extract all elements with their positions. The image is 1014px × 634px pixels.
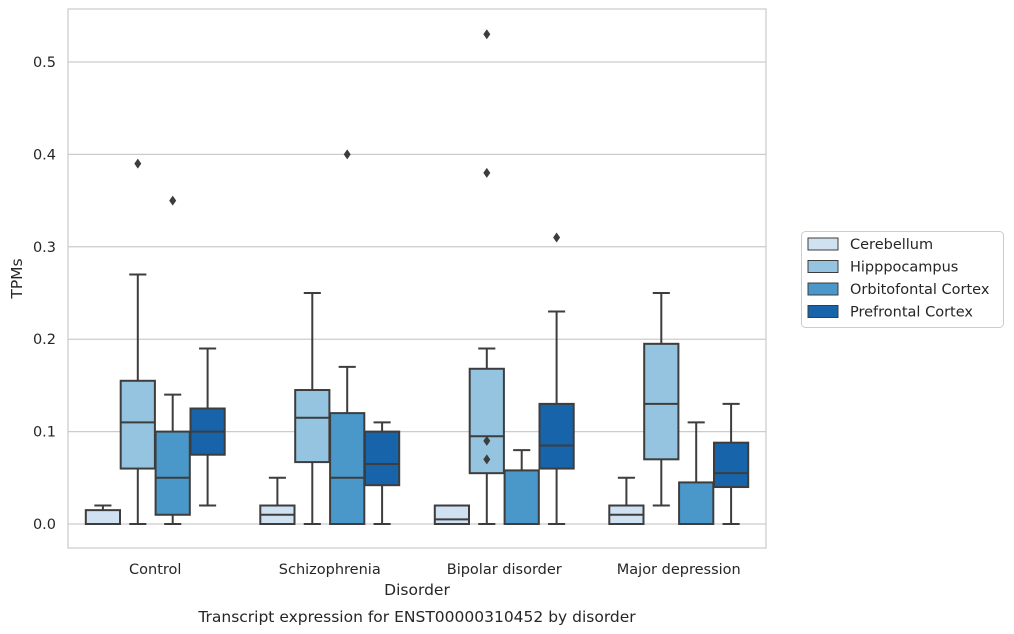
legend: Cerebellum Hipppocampus Orbitofontal Corte… xyxy=(801,231,1004,328)
box-0-0 xyxy=(84,504,122,526)
x-axis-label: Disorder xyxy=(384,581,450,599)
legend-entry: Hipppocampus xyxy=(850,260,958,276)
box-iqr xyxy=(329,412,366,525)
box-2-3 xyxy=(538,232,575,525)
outlier-point xyxy=(343,149,351,160)
box-iqr xyxy=(468,367,505,475)
box-iqr xyxy=(538,402,575,470)
chart-caption: Transcript expression for ENST0000031045… xyxy=(197,608,636,626)
y-tick-label: 0.0 xyxy=(33,517,56,533)
box-iqr xyxy=(433,504,471,525)
box-3-1 xyxy=(643,292,680,507)
box-2-0 xyxy=(433,504,471,525)
legend-swatch xyxy=(807,260,839,273)
legend-swatch xyxy=(807,237,839,251)
outlier-point xyxy=(483,29,491,40)
y-tick-label: 0.5 xyxy=(33,55,56,71)
x-tick-label: Schizophrenia xyxy=(279,562,381,578)
legend-frame xyxy=(801,231,1004,328)
box-0-3 xyxy=(189,347,226,507)
outlier-point xyxy=(483,167,491,178)
box-0-2 xyxy=(154,195,191,525)
legend-swatch xyxy=(807,282,839,296)
box-0-1 xyxy=(119,158,156,525)
box-iqr xyxy=(154,430,191,516)
box-1-3 xyxy=(363,421,401,525)
y-tick-label: 0.1 xyxy=(33,425,56,441)
x-tick-labels: Control Schizophrenia Bipolar disorder Majo… xyxy=(129,562,741,578)
box-iqr xyxy=(503,469,540,525)
box-1-2 xyxy=(329,149,366,525)
y-tick-label: 0.2 xyxy=(33,332,56,348)
box-iqr xyxy=(294,389,331,464)
box-iqr xyxy=(678,481,715,526)
plot-frame xyxy=(67,8,767,549)
y-axis-label: TPMs xyxy=(8,258,26,299)
box-groups xyxy=(84,29,750,526)
x-tick-label: Control xyxy=(129,562,181,578)
legend-entry: Prefrontal Cortex xyxy=(850,305,973,321)
legend-swatch xyxy=(807,305,839,318)
box-1-0 xyxy=(259,476,296,525)
box-iqr xyxy=(712,441,750,489)
box-3-0 xyxy=(608,476,645,525)
box-3-2 xyxy=(678,421,715,526)
outlier-point xyxy=(169,195,177,206)
x-tick-label: Bipolar disorder xyxy=(447,562,562,578)
box-1-1 xyxy=(294,292,331,525)
outlier-point xyxy=(553,232,561,243)
box-iqr xyxy=(84,509,122,526)
legend-entry: Orbitofontal Cortex xyxy=(850,282,990,298)
outlier-point xyxy=(483,435,491,446)
box-iqr xyxy=(363,430,401,487)
y-tick-label: 0.4 xyxy=(33,147,56,163)
box-2-2 xyxy=(503,449,540,525)
box-iqr xyxy=(643,342,680,461)
y-tick-label: 0.3 xyxy=(33,240,56,256)
legend-entry: Cerebellum xyxy=(850,237,933,253)
box-2-1 xyxy=(468,29,505,525)
box-3-3 xyxy=(712,402,750,525)
outlier-point xyxy=(483,454,491,465)
outlier-point xyxy=(134,158,142,169)
x-tick-label: Major depression xyxy=(617,562,741,578)
y-tick-labels: 0.0 0.1 0.2 0.3 0.4 0.5 xyxy=(33,55,56,533)
box-iqr xyxy=(119,379,156,470)
